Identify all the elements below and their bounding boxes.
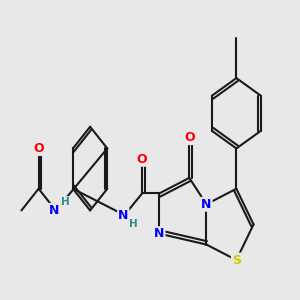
Text: H: H <box>61 197 70 207</box>
Text: O: O <box>184 131 195 144</box>
Text: N: N <box>154 227 164 240</box>
Text: O: O <box>33 142 44 155</box>
Text: N: N <box>201 198 212 211</box>
Text: H: H <box>129 219 138 229</box>
Text: N: N <box>50 204 60 217</box>
Text: S: S <box>232 254 241 266</box>
Text: N: N <box>118 208 128 222</box>
Text: O: O <box>137 153 148 166</box>
